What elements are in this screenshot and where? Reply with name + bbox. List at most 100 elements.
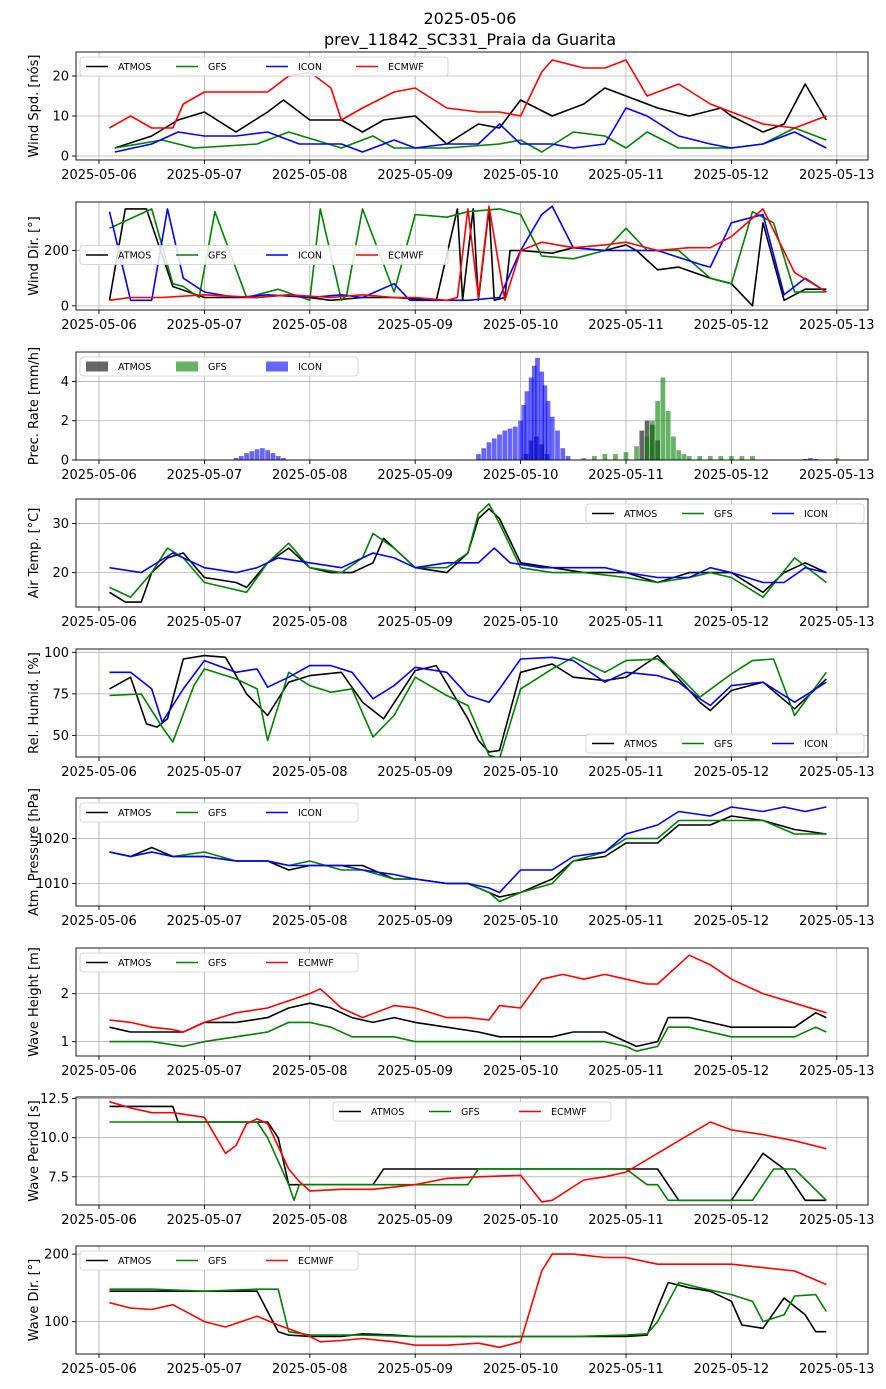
y-tick-label: 0 xyxy=(61,299,69,314)
legend-box xyxy=(79,952,359,973)
x-tick-label: 2025-05-13 xyxy=(799,765,875,780)
legend-label: ICON xyxy=(804,739,828,750)
bar-icon xyxy=(808,458,813,460)
chart-panel: 1 2 2025-05-06 2025-05-07 2025-05-08 2025-05-… xyxy=(27,947,875,1079)
legend-label: ICON xyxy=(298,251,322,262)
legend-label: ATMOS xyxy=(118,62,151,73)
y-tick-label: 2 xyxy=(61,987,69,1002)
legend-label: ECMWF xyxy=(298,958,334,969)
bar-gfs xyxy=(739,456,745,460)
legend-box xyxy=(79,56,449,77)
series-line-ecmwf xyxy=(109,59,827,129)
x-tick-label: 2025-05-12 xyxy=(694,168,770,183)
bar-icon xyxy=(249,451,255,460)
x-tick-label: 2025-05-09 xyxy=(377,1362,453,1377)
series-line-icon xyxy=(109,806,827,894)
y-axis-label: Wave Period [s] xyxy=(27,1100,42,1201)
legend-label: ATMOS xyxy=(624,739,657,750)
y-axis-label: Atm. Pressure [hPa] xyxy=(27,788,42,916)
x-tick-label: 2025-05-06 xyxy=(61,1064,137,1079)
x-tick-label: 2025-05-07 xyxy=(167,168,243,183)
x-tick-label: 2025-05-07 xyxy=(167,765,243,780)
axes-frame xyxy=(75,947,869,1057)
y-axis-label: Wave Dir. [°] xyxy=(27,1259,42,1342)
plot-area xyxy=(109,503,827,603)
series-line-gfs xyxy=(109,656,827,757)
x-tick-label: 2025-05-09 xyxy=(377,765,453,780)
bar-icon xyxy=(560,448,566,460)
x-tick-label: 2025-05-10 xyxy=(483,468,559,483)
chart-panel: 50 75 100 2025-05-06 2025-05-07 2025-05-08 202… xyxy=(27,646,875,780)
axes-frame xyxy=(75,498,869,608)
bar-icon xyxy=(802,459,808,460)
bar-icon xyxy=(549,416,555,460)
x-tick-label: 2025-05-06 xyxy=(61,1362,137,1377)
legend: ATMOS GFS ICON xyxy=(585,733,865,754)
bar-gfs xyxy=(649,420,655,460)
legend-label: ECMWF xyxy=(388,62,424,73)
y-tick-label: 12.5 xyxy=(40,1092,69,1107)
x-tick-label: 2025-05-08 xyxy=(272,1362,348,1377)
figure-title: 2025-05-06 xyxy=(424,9,517,28)
bar-gfs xyxy=(592,456,597,460)
legend-label: ECMWF xyxy=(388,251,424,262)
x-tick-label: 2025-05-10 xyxy=(483,765,559,780)
x-tick-label: 2025-05-11 xyxy=(588,1064,664,1079)
series-line-icon xyxy=(114,107,827,153)
bar-icon xyxy=(476,454,481,460)
x-tick-label: 2025-05-08 xyxy=(272,615,348,630)
legend: ATMOS GFS ICON xyxy=(79,802,359,823)
legend-swatch xyxy=(86,361,108,372)
legend-label: GFS xyxy=(208,251,227,262)
x-tick-label: 2025-05-12 xyxy=(694,615,770,630)
series-line-gfs xyxy=(109,819,827,903)
x-tick-label: 2025-05-09 xyxy=(377,318,453,333)
plot-area xyxy=(233,357,840,460)
series-line-ecmwf xyxy=(109,1253,827,1349)
series-line-icon xyxy=(109,547,827,584)
legend: ATMOS GFS ICON xyxy=(585,503,865,524)
series-line-gfs xyxy=(114,127,827,153)
bar-gfs xyxy=(655,401,660,460)
plot-area xyxy=(109,1253,827,1349)
x-tick-label: 2025-05-13 xyxy=(799,1213,875,1228)
y-tick-label: 0 xyxy=(61,454,69,469)
grid xyxy=(76,499,868,607)
x-tick-label: 2025-05-09 xyxy=(377,168,453,183)
y-tick-label: 30 xyxy=(52,517,69,532)
x-tick-label: 2025-05-06 xyxy=(61,318,137,333)
x-tick-label: 2025-05-07 xyxy=(167,615,243,630)
legend-label: GFS xyxy=(208,808,227,819)
bar-gfs xyxy=(676,450,682,460)
bar-gfs xyxy=(718,456,724,460)
y-axis-label: Air Temp. [°C] xyxy=(27,508,42,599)
x-tick-label: 2025-05-11 xyxy=(588,168,664,183)
axes-frame xyxy=(75,1096,869,1206)
x-tick-label: 2025-05-08 xyxy=(272,914,348,929)
x-tick-label: 2025-05-08 xyxy=(272,1064,348,1079)
x-tick-label: 2025-05-10 xyxy=(483,1064,559,1079)
x-tick-label: 2025-05-12 xyxy=(694,468,770,483)
bar-icon xyxy=(481,448,487,460)
legend-label: ATMOS xyxy=(118,251,151,262)
y-axis-label: Prec. Rate [mm/h] xyxy=(27,347,42,465)
series-line-gfs xyxy=(109,208,827,302)
x-tick-label: 2025-05-09 xyxy=(377,914,453,929)
y-tick-label: 7.5 xyxy=(48,1170,69,1185)
legend-label: GFS xyxy=(208,362,227,373)
series-line-icon xyxy=(109,656,827,723)
legend-label: ATMOS xyxy=(624,509,657,520)
series-line-atmos xyxy=(109,815,827,898)
legend-label: ATMOS xyxy=(118,1256,151,1267)
chart-panel: 7.5 10.0 12.5 2025-05-06 2025-05-07 2025-05-0… xyxy=(27,1092,875,1228)
legend: ATMOS GFS ECMWF xyxy=(79,952,359,973)
plot-area xyxy=(109,954,827,1052)
x-tick-label: 2025-05-10 xyxy=(483,1213,559,1228)
series-line-gfs xyxy=(109,1021,827,1052)
series-line-icon xyxy=(108,205,827,302)
y-tick-label: 50 xyxy=(52,729,69,744)
series-line-gfs xyxy=(109,1281,827,1338)
x-tick-label: 2025-05-13 xyxy=(799,168,875,183)
legend: ATMOS GFS ECMWF xyxy=(332,1101,612,1122)
x-tick-label: 2025-05-11 xyxy=(588,765,664,780)
